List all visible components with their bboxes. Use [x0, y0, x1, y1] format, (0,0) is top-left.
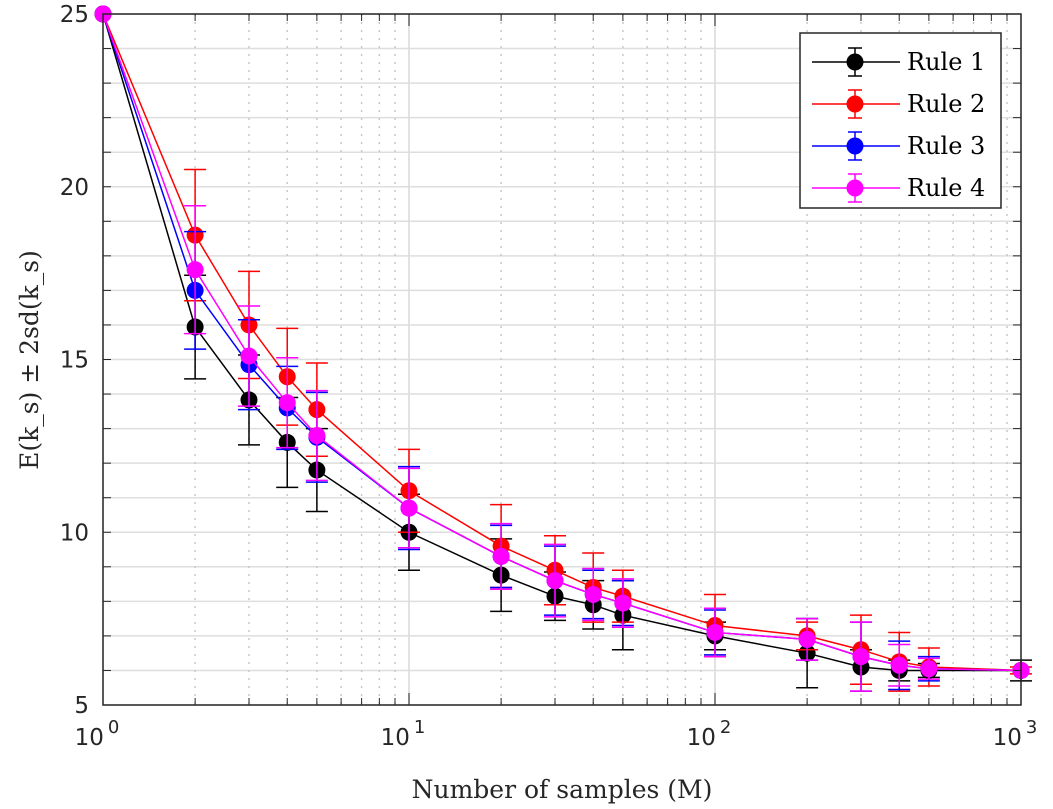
data-point: [798, 630, 816, 648]
legend-marker: [846, 95, 864, 113]
series-line: [102, 13, 1021, 672]
legend-item: Rule 1: [812, 47, 985, 77]
data-point: [584, 585, 602, 603]
data-point: [240, 347, 258, 365]
series-group: [94, 5, 1032, 692]
series-line: [102, 13, 1022, 672]
x-tick-label: 10 1: [381, 717, 426, 751]
x-tick-label: 10 0: [75, 717, 120, 751]
data-point: [400, 499, 418, 517]
legend-item: Rule 3: [812, 131, 985, 161]
y-tick-label: 25: [60, 2, 89, 28]
data-point: [278, 394, 296, 412]
data-point: [546, 572, 564, 590]
x-tick-label: 10 3: [993, 717, 1038, 751]
data-point: [614, 594, 632, 612]
data-point: [186, 261, 204, 279]
legend-marker: [846, 179, 864, 197]
legend-item: Rule 2: [812, 89, 985, 119]
legend-marker: [846, 53, 864, 71]
data-point: [308, 427, 326, 445]
x-tick-label: 10 2: [687, 717, 732, 751]
legend-label: Rule 2: [907, 90, 985, 118]
data-point: [920, 660, 938, 678]
legend-marker: [846, 137, 864, 155]
y-tick-label: 20: [60, 175, 89, 201]
data-point: [706, 623, 724, 641]
y-axis-label: E(k_s) ± 2sd(k_s): [15, 250, 44, 470]
legend-label: Rule 3: [907, 132, 985, 160]
y-tick-label: 10: [60, 520, 89, 546]
data-point: [492, 547, 510, 565]
data-point: [890, 656, 908, 674]
legend-label: Rule 4: [907, 174, 985, 202]
x-axis-label: Number of samples (M): [412, 775, 713, 804]
y-tick-label: 15: [60, 348, 89, 374]
y-tick-label: 5: [74, 693, 89, 719]
legend-label: Rule 1: [907, 48, 985, 76]
data-point: [852, 648, 870, 666]
legend-item: Rule 4: [812, 173, 985, 203]
legend: Rule 1 Rule 2 Rule 3 Rule 4: [799, 32, 1002, 209]
series-line: [102, 13, 1022, 672]
